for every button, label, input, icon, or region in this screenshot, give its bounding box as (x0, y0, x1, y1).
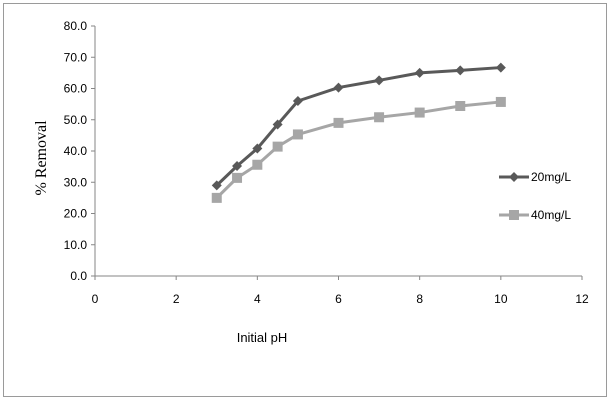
legend-marker (509, 172, 519, 182)
x-tick-label: 10 (494, 292, 508, 306)
data-point (333, 117, 344, 128)
chart-frame (3, 3, 607, 397)
x-tick-label: 6 (335, 292, 342, 306)
data-point (455, 101, 466, 111)
x-axis-label: Initial pH (237, 330, 288, 345)
series-40mg-l (211, 96, 506, 203)
series-20mg-l (211, 62, 506, 191)
data-point (495, 62, 506, 73)
y-tick-label: 40.0 (64, 144, 88, 158)
legend-marker (509, 210, 519, 220)
series-line (215, 100, 501, 199)
data-point (455, 65, 466, 76)
data-point (292, 96, 303, 106)
data-point (211, 192, 222, 203)
y-axis-label: % Removal (33, 120, 50, 196)
legend-entry: 40mg/L (499, 208, 571, 222)
y-tick-label: 10.0 (64, 238, 88, 252)
data-point (232, 161, 243, 171)
y-tick-label: 30.0 (64, 175, 88, 189)
x-tick-label: 8 (416, 292, 423, 306)
x-tick-labels: 0 2 4 6 8 10 12 (92, 276, 589, 306)
x-tick-label: 0 (92, 292, 99, 306)
data-point (374, 112, 385, 123)
data-point (272, 141, 283, 152)
data-point (211, 180, 222, 191)
y-tick-label: 0.0 (70, 269, 87, 283)
data-point (414, 67, 425, 78)
x-tick-label: 2 (173, 292, 180, 306)
data-point (333, 82, 344, 93)
series-layer (211, 62, 506, 203)
y-tick-labels: 0.0 10.0 20.0 30.0 40.0 50.0 60.0 70.0 80.0 (64, 19, 95, 283)
data-point (495, 96, 506, 107)
legend-label: 20mg/L (531, 170, 571, 184)
y-tick-label: 50.0 (64, 113, 88, 127)
y-tick-label: 70.0 (64, 50, 88, 64)
y-tick-label: 60.0 (64, 82, 88, 96)
data-point (232, 172, 243, 183)
x-tick-label: 12 (575, 292, 589, 306)
data-point (374, 75, 385, 86)
data-point (252, 159, 263, 170)
x-tick-label: 4 (254, 292, 261, 306)
legend-label: 40mg/L (531, 208, 571, 222)
legend-entry: 20mg/L (499, 170, 571, 184)
data-point (414, 107, 425, 118)
data-point (272, 119, 283, 130)
y-tick-label: 20.0 (64, 207, 88, 221)
y-tick-label: 80.0 (64, 19, 88, 33)
legend: 20mg/L 40mg/L (499, 170, 571, 222)
data-point (252, 143, 263, 154)
series-line (215, 66, 501, 187)
data-point (292, 129, 303, 140)
axes (94, 26, 582, 277)
